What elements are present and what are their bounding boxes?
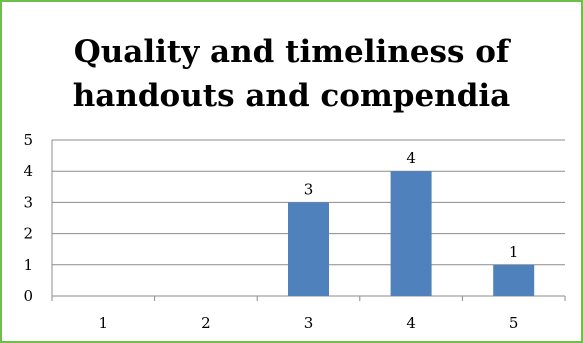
chart-title-line-1: Quality and timeliness of [73,34,510,70]
y-tick-label: 4 [23,162,33,180]
chart-title-line-2: handouts and compendia [72,78,511,114]
x-tick-label: 3 [304,314,314,332]
y-tick-label: 0 [23,287,33,305]
y-tick-label: 3 [23,193,33,211]
data-label: 1 [509,243,519,261]
y-tick-label: 5 [23,131,33,149]
data-label: 3 [304,180,314,198]
bar [390,171,432,296]
x-tick-label: 1 [99,314,109,332]
x-tick-label: 4 [406,314,416,332]
chart-title: Quality and timeliness of handouts and c… [0,30,583,118]
bar [288,202,329,296]
x-tick-label: 5 [509,314,519,332]
y-tick-label: 1 [23,256,33,274]
bar [493,264,535,296]
data-label: 4 [406,149,416,167]
y-tick-label: 2 [23,225,33,243]
x-tick-label: 2 [201,314,211,332]
